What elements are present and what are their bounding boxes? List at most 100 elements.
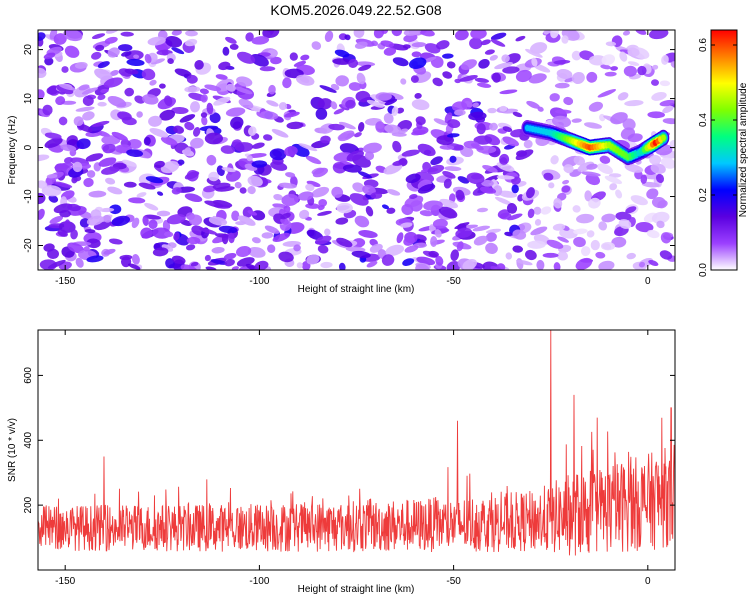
heatmap-cell bbox=[417, 143, 436, 157]
heatmap-cell bbox=[553, 198, 563, 209]
heatmap-cell bbox=[107, 95, 127, 108]
heatmap-cell bbox=[252, 142, 265, 149]
heatmap-cell bbox=[268, 84, 276, 95]
heatmap-cell bbox=[266, 100, 279, 107]
heatmap-cell bbox=[333, 108, 345, 115]
heatmap-cell bbox=[563, 96, 574, 106]
heatmap-cell bbox=[159, 109, 175, 121]
heatmap-cell bbox=[330, 101, 338, 110]
heatmap-cell bbox=[44, 137, 63, 149]
heatmap-cell bbox=[222, 46, 230, 56]
heatmap-cell bbox=[123, 181, 137, 188]
heatmap-cell bbox=[154, 160, 165, 168]
heatmap-cell bbox=[184, 193, 203, 203]
heatmap-cell bbox=[411, 42, 427, 48]
heatmap-cell bbox=[295, 74, 315, 86]
heatmap-cell bbox=[126, 58, 145, 67]
heatmap-cell bbox=[189, 101, 201, 113]
heatmap-cell bbox=[604, 175, 623, 185]
colorbar-fill bbox=[711, 30, 737, 270]
heatmap-cell bbox=[180, 264, 198, 270]
heatmap-cell bbox=[554, 82, 570, 89]
heatmap-cell bbox=[525, 249, 537, 261]
heatmap-cell bbox=[451, 101, 468, 112]
heatmap-cell bbox=[320, 135, 331, 144]
heatmap-cell bbox=[247, 247, 266, 258]
heatmap-cell bbox=[391, 132, 407, 137]
heatmap-cell bbox=[224, 259, 235, 267]
snr-y-tick-label: 600 bbox=[23, 367, 34, 384]
heatmap-cell bbox=[38, 192, 46, 205]
heatmap-cell bbox=[49, 215, 64, 224]
heatmap-cell bbox=[391, 30, 402, 37]
heatmap-cell bbox=[588, 101, 603, 112]
heatmap-cell bbox=[293, 244, 301, 252]
heatmap-cell bbox=[476, 123, 486, 135]
heatmap-cell bbox=[144, 53, 152, 64]
heatmap-cell bbox=[109, 70, 119, 76]
heatmap-cell bbox=[381, 254, 395, 266]
heatmap-cell bbox=[335, 217, 349, 225]
heatmap-cell bbox=[164, 95, 173, 106]
heatmap-cell bbox=[534, 219, 542, 226]
heatmap-cell bbox=[573, 228, 588, 235]
heatmap-cell bbox=[557, 251, 568, 261]
heatmap-cell bbox=[298, 209, 310, 220]
heatmap-cell bbox=[250, 53, 269, 67]
heatmap-cell bbox=[443, 178, 452, 189]
heatmap-cell bbox=[289, 52, 298, 61]
heatmap-cell bbox=[111, 215, 131, 227]
heatmap-cell bbox=[499, 105, 508, 112]
heatmap-cell bbox=[95, 44, 105, 52]
heatmap-cell bbox=[656, 220, 665, 229]
heatmap-cell bbox=[97, 94, 106, 101]
heatmap-cell bbox=[557, 236, 569, 243]
heatmap-cell bbox=[573, 236, 586, 248]
heatmap-cell bbox=[184, 86, 201, 93]
heatmap-cell bbox=[640, 174, 648, 184]
heatmap-cell bbox=[550, 30, 559, 39]
heatmap-cell bbox=[285, 172, 296, 178]
heatmap-cell bbox=[597, 89, 617, 98]
heatmap-cell bbox=[599, 155, 611, 164]
heatmap-cell bbox=[542, 252, 559, 258]
heatmap-cell bbox=[624, 100, 644, 107]
heatmap-cell bbox=[627, 47, 640, 57]
heatmap-cell bbox=[151, 58, 165, 65]
heatmap-cell bbox=[267, 244, 276, 253]
heatmap-cell bbox=[97, 101, 107, 107]
heatmap-cell bbox=[470, 30, 487, 40]
heatmap-cell bbox=[474, 77, 490, 83]
heatmap-cell bbox=[38, 67, 47, 79]
heatmap-cell bbox=[485, 228, 502, 234]
snr-panel: -150 -100 -50 0 200 400 600 Height of straigh… bbox=[7, 329, 676, 595]
heatmap-cell bbox=[54, 162, 74, 170]
heatmap-cell bbox=[218, 61, 231, 71]
heatmap-cell bbox=[76, 138, 91, 150]
heatmap-cell bbox=[86, 238, 101, 249]
heatmap-cell bbox=[91, 120, 110, 127]
heatmap-cell bbox=[300, 54, 310, 61]
heatmap-cell bbox=[575, 257, 593, 270]
heatmap-cell bbox=[48, 194, 59, 203]
heatmap-cell bbox=[59, 209, 71, 218]
heatmap-cell bbox=[204, 132, 223, 145]
heatmap-cell bbox=[53, 181, 73, 188]
heatmap-cell bbox=[447, 133, 460, 138]
heatmap-cell bbox=[79, 218, 90, 228]
heatmap-cell bbox=[245, 263, 261, 270]
heatmap-cell bbox=[561, 185, 571, 193]
heatmap-cell bbox=[428, 250, 439, 258]
heatmap-cell bbox=[517, 194, 524, 202]
heatmap-cell bbox=[624, 164, 644, 173]
heatmap-cell bbox=[305, 183, 315, 191]
heatmap-cell bbox=[397, 120, 412, 132]
heatmap-cell bbox=[530, 226, 548, 236]
heatmap-cell bbox=[619, 51, 628, 62]
heatmap-cell bbox=[473, 235, 488, 246]
heatmap-cell bbox=[383, 113, 394, 124]
heatmap-cell bbox=[105, 177, 116, 185]
heatmap-cell bbox=[324, 228, 331, 236]
heatmap-cell bbox=[336, 237, 353, 248]
heatmap-cell bbox=[91, 33, 106, 39]
